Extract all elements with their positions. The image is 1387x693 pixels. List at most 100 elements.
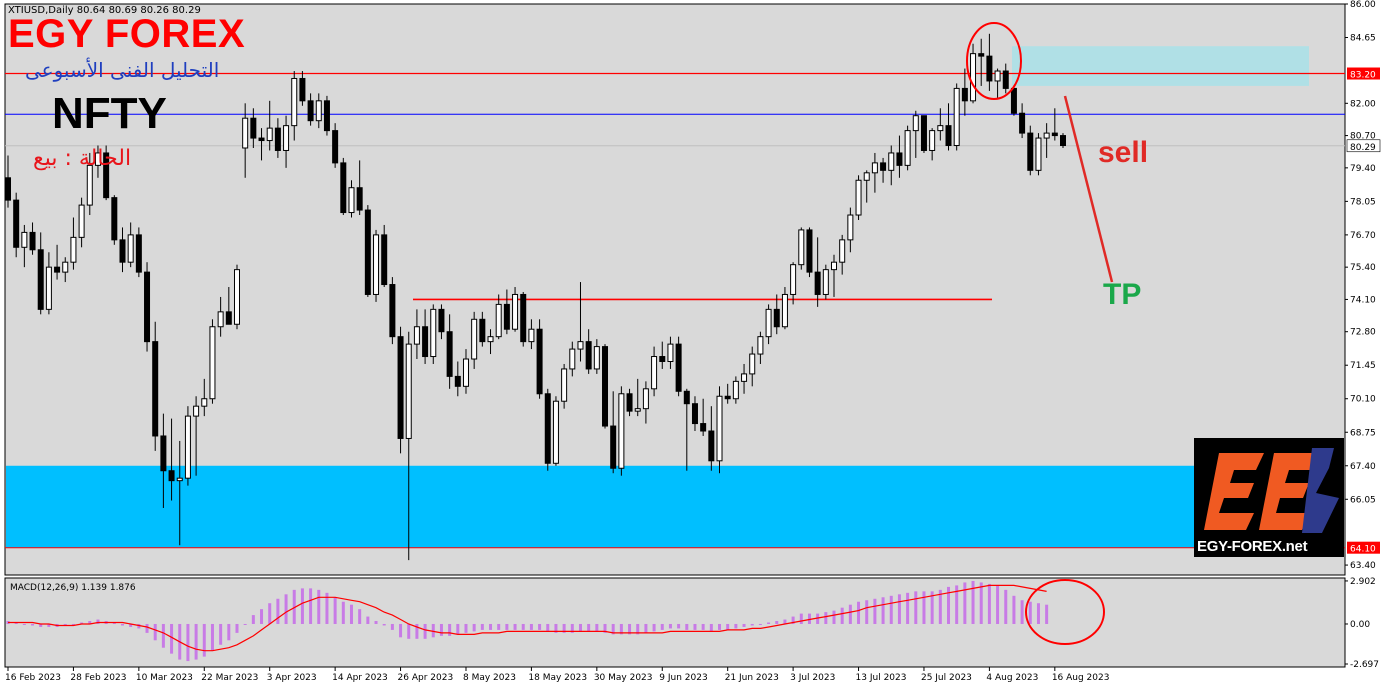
macd-bar: [145, 623, 149, 633]
macd-bar: [80, 622, 84, 624]
macd-bar: [816, 613, 820, 624]
candle-body: [70, 236, 77, 263]
price-tick-label: 82.00: [1350, 99, 1376, 109]
macd-bar: [423, 623, 427, 639]
candle-body: [667, 343, 674, 362]
candle-body: [512, 293, 519, 330]
sell-label: sell: [1098, 136, 1149, 169]
macd-bar: [22, 623, 26, 625]
macd-bar: [562, 623, 566, 633]
candle-body: [94, 152, 101, 166]
candle-body: [651, 356, 658, 390]
candle-body: [225, 311, 232, 325]
candle-body: [29, 231, 36, 251]
candle-body: [405, 343, 412, 439]
macd-bar: [120, 623, 124, 626]
macd-bar: [709, 623, 713, 632]
price-tick-label: 67.40: [1350, 462, 1376, 472]
macd-bar: [202, 623, 206, 657]
candle-body: [495, 303, 502, 338]
candle-body: [266, 127, 273, 142]
candle-body: [413, 326, 420, 345]
macd-bar: [914, 591, 918, 624]
candle-body: [781, 293, 788, 328]
macd-bar: [31, 623, 35, 626]
candle-body: [994, 70, 1001, 82]
macd-bar: [431, 623, 435, 638]
macd-panel: [4, 577, 1346, 668]
candle-body: [397, 336, 404, 439]
macd-bar: [309, 588, 313, 624]
macd-bar: [448, 623, 452, 636]
price-tick-label: 79.40: [1350, 164, 1376, 174]
macd-bar: [505, 623, 509, 630]
macd-bar: [677, 623, 681, 629]
macd-bar: [832, 610, 836, 624]
macd-bar: [930, 591, 934, 624]
candle-body: [111, 197, 118, 241]
candle-body: [127, 234, 134, 263]
candle-body: [1043, 132, 1050, 139]
price-tick-label: 70.10: [1350, 395, 1376, 405]
status-text: الحالة : بيع: [33, 146, 132, 171]
macd-bar: [718, 623, 722, 630]
price-tick-label: 80.29: [1350, 143, 1376, 153]
macd-histogram: [6, 580, 1049, 662]
date-tick-label: 26 Apr 2023: [398, 673, 454, 683]
candle-body: [45, 266, 52, 310]
candle-body: [691, 403, 698, 425]
candle-body: [430, 308, 437, 358]
candle-body: [37, 249, 44, 310]
macd-bar: [922, 591, 926, 624]
date-tick-label: 3 Jul 2023: [790, 673, 835, 683]
price-tick-label: 78.05: [1350, 197, 1376, 207]
price-tick-label: 71.45: [1350, 361, 1376, 371]
candle-body: [54, 266, 61, 273]
candle-body: [602, 346, 609, 427]
price-tag: [1347, 67, 1380, 80]
candle-body: [364, 209, 371, 295]
candle-body: [822, 269, 829, 295]
candle-body: [642, 388, 649, 410]
candle-body: [1027, 132, 1034, 171]
candle-body: [855, 179, 862, 216]
candle-body: [217, 311, 224, 328]
sell-arrow-line: [1063, 95, 1114, 283]
candle-body: [381, 234, 388, 286]
macd-bar: [644, 623, 648, 633]
candle-body: [209, 326, 216, 400]
macd-bar: [366, 616, 370, 624]
brand-title: EGY FOREX: [8, 12, 246, 56]
candle-body: [152, 341, 159, 437]
candle-body: [78, 204, 85, 238]
candle-body: [348, 187, 355, 214]
macd-tick-label: -2.697: [1350, 660, 1379, 670]
macd-bar: [260, 609, 264, 624]
candle-body: [561, 368, 568, 402]
candle-body: [1060, 135, 1066, 147]
candle-body: [438, 308, 445, 333]
macd-bar: [783, 619, 787, 624]
candle-body: [610, 425, 617, 469]
macd-bar: [14, 622, 18, 624]
candle-body: [503, 303, 510, 330]
candle-body: [1002, 70, 1009, 89]
candle-body: [659, 356, 666, 362]
candle-body: [880, 162, 887, 171]
candle-body: [552, 400, 559, 464]
chart-header: XTIUSD,Daily 80.64 80.69 80.26 80.29: [8, 5, 201, 16]
macd-bar: [137, 623, 141, 629]
candle-body: [888, 152, 895, 171]
macd-bar: [47, 623, 51, 627]
macd-bar: [129, 623, 133, 627]
candle-body: [135, 234, 142, 273]
macd-bar: [63, 623, 67, 626]
macd-bar: [96, 619, 100, 624]
macd-bar: [840, 607, 844, 624]
candle-body: [176, 477, 183, 482]
candle-body: [773, 308, 780, 328]
price-tick-label: 74.10: [1350, 295, 1376, 305]
candle-body: [577, 341, 584, 350]
candle-body: [896, 152, 903, 166]
